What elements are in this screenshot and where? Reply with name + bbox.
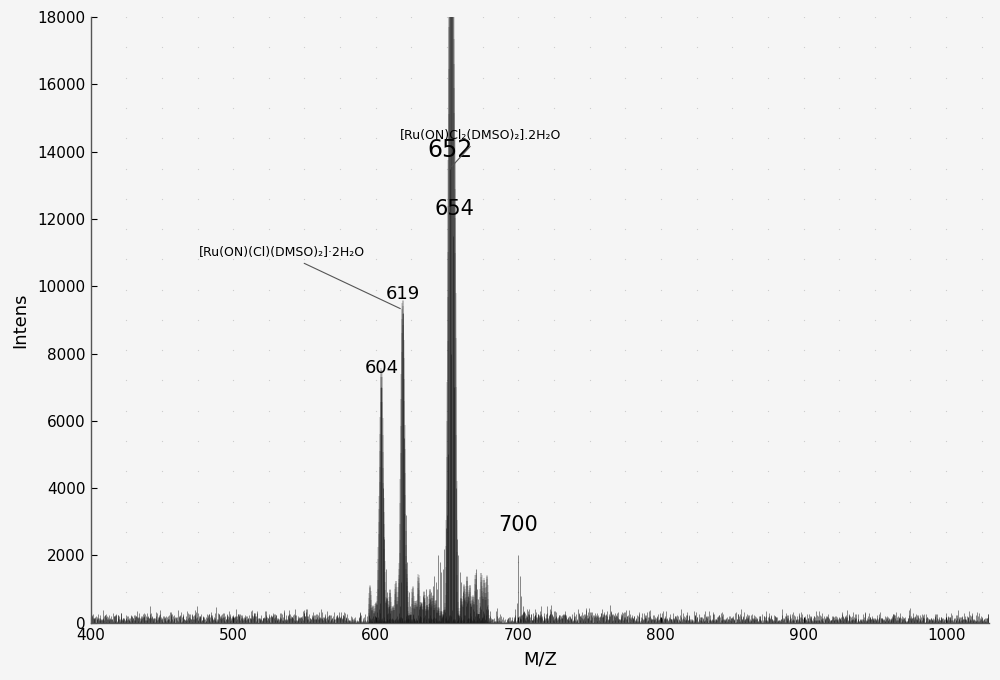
Y-axis label: Intens: Intens bbox=[11, 292, 29, 347]
X-axis label: M/Z: M/Z bbox=[523, 651, 557, 669]
Text: 604: 604 bbox=[364, 359, 399, 377]
Text: 619: 619 bbox=[386, 285, 420, 303]
Text: 654: 654 bbox=[434, 199, 474, 219]
Text: 700: 700 bbox=[498, 515, 538, 535]
Text: 652: 652 bbox=[427, 138, 473, 162]
Text: [Ru(ON)(Cl)(DMSO)₂]·2H₂O: [Ru(ON)(Cl)(DMSO)₂]·2H₂O bbox=[199, 246, 400, 309]
Text: [Ru(ON)Cl₂(DMSO)₂].2H₂O: [Ru(ON)Cl₂(DMSO)₂].2H₂O bbox=[400, 129, 561, 167]
